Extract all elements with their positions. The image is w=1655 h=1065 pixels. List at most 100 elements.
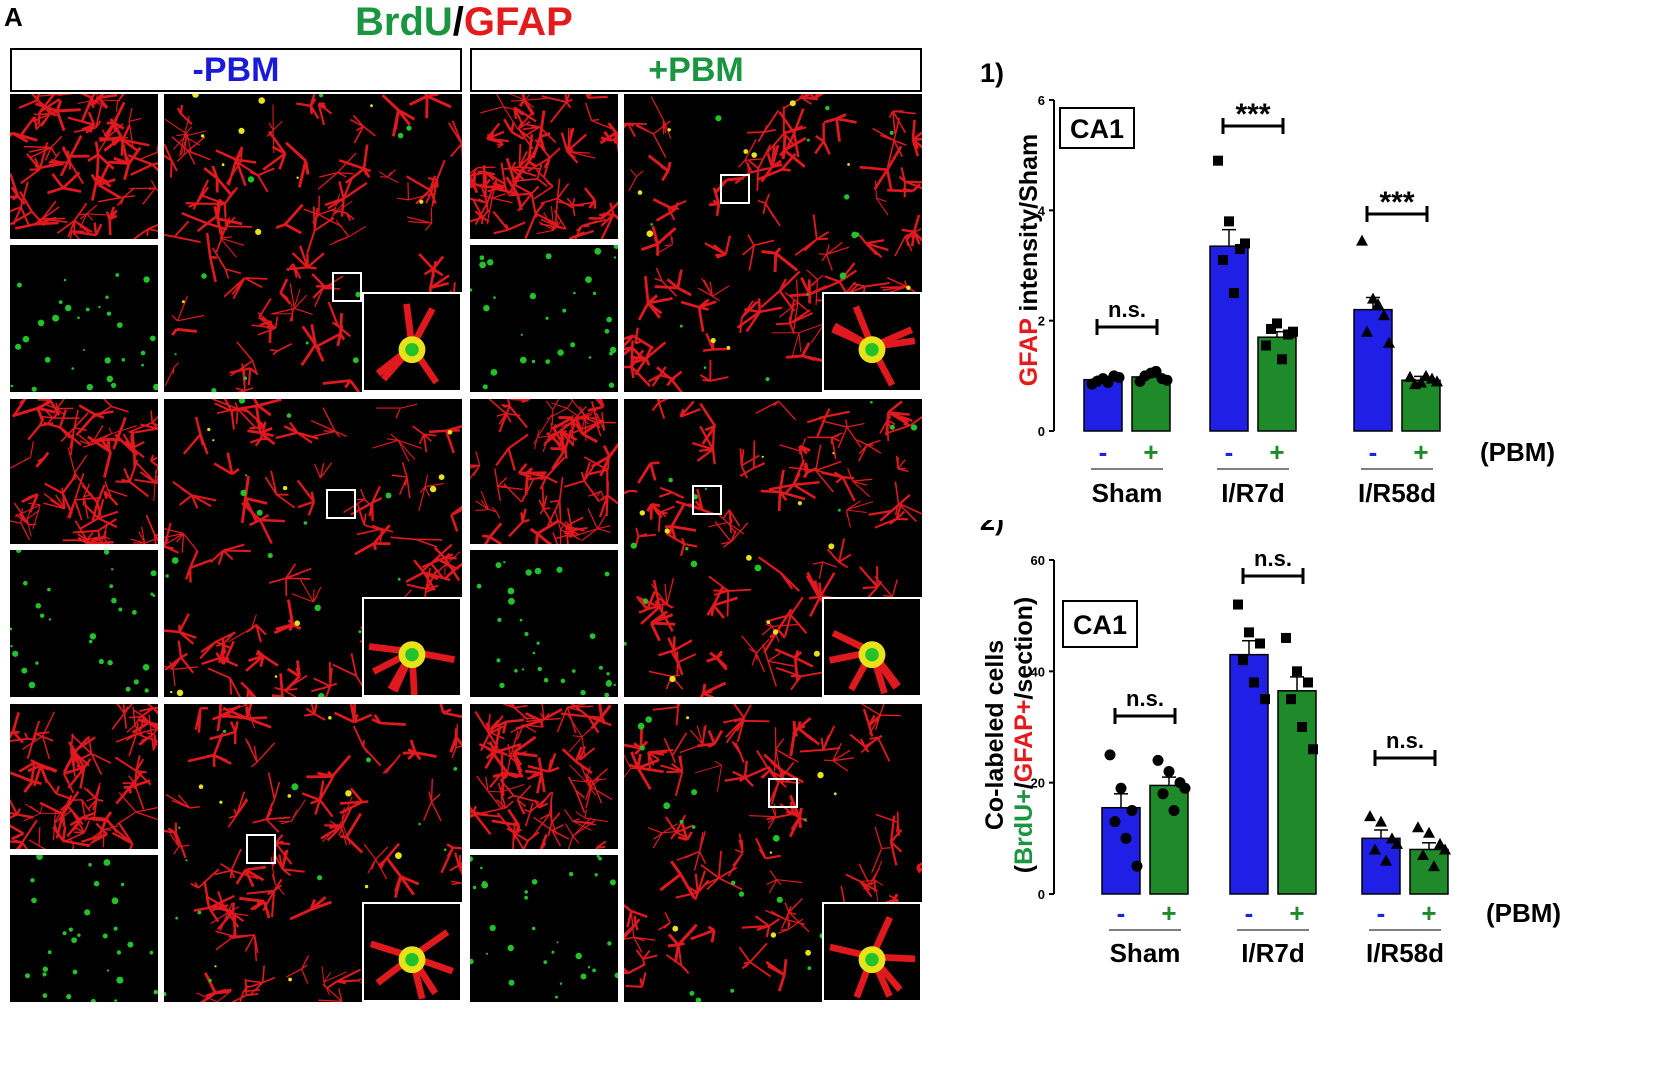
data-point xyxy=(1375,815,1387,827)
region-box xyxy=(1059,107,1135,149)
data-point xyxy=(1126,805,1138,816)
micrograph-gfap-r1-c2 xyxy=(470,94,618,239)
data-point xyxy=(1115,782,1127,794)
region-box xyxy=(326,489,356,519)
sig-label: *** xyxy=(1379,186,1414,219)
treatment-label-minus: - xyxy=(1099,437,1108,467)
zoom-inset xyxy=(362,597,462,697)
data-point xyxy=(1091,375,1103,387)
treatment-label-minus: - xyxy=(1377,898,1386,928)
bar-Sham-plus xyxy=(1149,784,1189,895)
data-point xyxy=(1303,677,1313,688)
y-axis-label: GFAP intensity/Sham xyxy=(1015,134,1043,386)
data-point xyxy=(1361,325,1373,337)
treatment-label-minus: - xyxy=(1369,437,1378,467)
data-point xyxy=(1378,309,1390,321)
micrograph-brdu-r2-c2 xyxy=(470,550,618,697)
condition-header-plus: +PBM xyxy=(470,48,922,92)
ylabel-gfap: GFAP xyxy=(1015,319,1043,387)
group-label: I/R7d xyxy=(1241,938,1305,968)
stain-brdu: BrdU xyxy=(355,0,453,44)
region-box xyxy=(692,485,722,515)
data-point xyxy=(1281,632,1291,643)
ylabel-part-1: BrdU+ xyxy=(1010,789,1038,865)
micrograph-merge-r1-c2 xyxy=(624,94,922,392)
stain-gfap: GFAP xyxy=(463,0,573,44)
data-point xyxy=(1420,369,1432,381)
data-point xyxy=(1428,860,1440,872)
stain-title: BrdU/GFAP xyxy=(355,0,573,45)
data-point xyxy=(1409,378,1421,390)
bar-I/R58d-minus xyxy=(1353,308,1393,432)
sig-label: n.s. xyxy=(1386,728,1424,753)
treatment-label-plus: + xyxy=(1161,898,1176,928)
region-box xyxy=(332,272,362,302)
treatment-title: (PBM) xyxy=(1480,437,1555,467)
data-point xyxy=(1152,754,1164,766)
ylabel-part-4: /section) xyxy=(1010,597,1038,700)
micrograph-brdu-r3-c1 xyxy=(10,855,158,1002)
panel-label: (a2) xyxy=(980,520,1004,536)
bar-I/R7d-minus xyxy=(1209,245,1249,432)
group-label: Sham xyxy=(1092,478,1163,508)
y-axis-label-line2: (BrdU+/GFAP+/section) xyxy=(1010,597,1038,873)
bar-I/R7d-minus xyxy=(1229,653,1269,895)
data-point xyxy=(1260,694,1270,705)
data-point xyxy=(1109,816,1121,828)
data-point xyxy=(1288,326,1298,337)
data-point xyxy=(1423,826,1435,838)
data-point xyxy=(1161,374,1173,386)
data-point xyxy=(1404,370,1416,382)
y-axis-label-line1: Co-labeled cells xyxy=(981,640,1009,830)
region-box xyxy=(1062,600,1138,648)
data-point xyxy=(1224,216,1234,227)
region-box xyxy=(720,174,750,204)
treatment-label-plus: + xyxy=(1413,437,1428,467)
data-point xyxy=(1292,666,1302,677)
data-point xyxy=(1367,292,1379,304)
ylabel-part-0: ( xyxy=(1010,864,1038,873)
data-point xyxy=(1120,832,1132,844)
bar-I/R7d-plus xyxy=(1257,336,1297,432)
bar-I/R58d-plus xyxy=(1409,848,1449,895)
micrograph-merge-r2-c2 xyxy=(624,399,922,697)
micrograph-brdu-r3-c2 xyxy=(470,855,618,1002)
data-point xyxy=(1261,340,1271,351)
data-point xyxy=(1168,805,1180,816)
zoom-inset xyxy=(362,902,462,1002)
zoom-inset xyxy=(822,902,922,1002)
y-tick-label: 60 xyxy=(1031,553,1045,568)
data-point xyxy=(1369,843,1381,855)
data-point xyxy=(1238,655,1248,666)
ylabel-rest: intensity/Sham xyxy=(1015,134,1043,319)
data-point xyxy=(1139,370,1151,382)
data-point xyxy=(1244,627,1254,638)
region-box-label: CA1 xyxy=(1070,114,1124,144)
data-point xyxy=(1391,837,1403,849)
data-point xyxy=(1233,599,1243,610)
data-point xyxy=(1386,832,1398,844)
micrograph-gfap-r1-c1 xyxy=(10,94,158,239)
y-tick-label: 40 xyxy=(1031,664,1045,679)
chart-gfap-intensity: (a1) 0 2 4 6 CA1 GFAP intensity/Sham n.s. - + Sham… xyxy=(980,58,1555,508)
data-point xyxy=(1104,749,1116,761)
group-label: Sham xyxy=(1110,938,1181,968)
data-point xyxy=(1372,298,1384,310)
data-point xyxy=(1383,336,1395,348)
data-point xyxy=(1431,375,1443,387)
y-tick-label: 20 xyxy=(1031,776,1045,791)
data-point xyxy=(1308,744,1318,755)
micrograph-gfap-r3-c1 xyxy=(10,704,158,849)
data-point xyxy=(1163,766,1175,778)
stain-separator: / xyxy=(452,0,464,44)
data-point xyxy=(1380,854,1392,866)
treatment-label-plus: + xyxy=(1421,898,1436,928)
region-box xyxy=(768,778,798,808)
data-point xyxy=(1249,677,1259,688)
group-label: I/R58d xyxy=(1366,938,1444,968)
data-point xyxy=(1439,843,1451,855)
data-point xyxy=(1131,860,1143,872)
panel-letter: A xyxy=(4,2,23,32)
data-point xyxy=(1417,849,1429,861)
data-point xyxy=(1102,376,1114,388)
